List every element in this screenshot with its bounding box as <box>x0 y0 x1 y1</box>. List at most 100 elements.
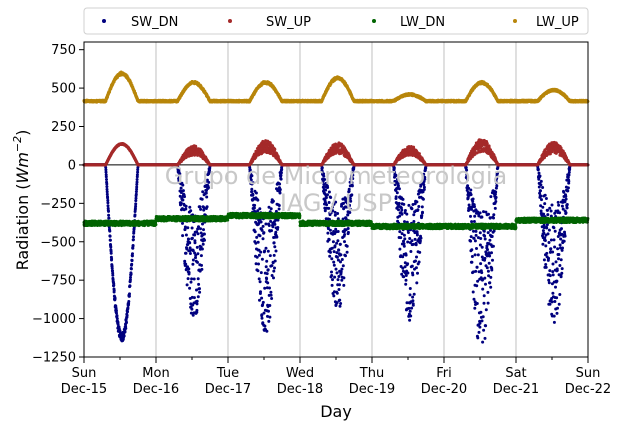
point-SW_DN-1786 <box>339 270 343 274</box>
point-SW_DN-2176 <box>395 191 399 195</box>
point-SW_DN-1269 <box>265 259 269 263</box>
point-SW_DN-221 <box>114 304 118 308</box>
point-SW_DN-2859 <box>494 190 498 194</box>
point-SW_DN-322 <box>128 278 132 282</box>
point-SW_DN-1356 <box>277 204 281 207</box>
point-SW_DN-3203 <box>543 193 547 197</box>
point-SW_DN-1217 <box>257 277 261 281</box>
point-SW_DN-2844 <box>492 216 495 220</box>
point-SW_DN-372 <box>136 170 140 174</box>
point-SW_DN-3234 <box>548 206 552 210</box>
point-SW_DN-3242 <box>549 247 553 251</box>
point-SW_DN-2684 <box>469 214 472 218</box>
point-SW_DN-3170 <box>539 189 542 193</box>
point-SW_DN-1302 <box>270 229 273 233</box>
point-SW_DN-3187 <box>541 242 545 246</box>
point-SW_DN-343 <box>131 238 135 242</box>
point-SW_DN-336 <box>130 254 134 258</box>
point-SW_DN-665 <box>178 172 182 176</box>
point-SW_DN-1249 <box>262 231 266 235</box>
point-SW_DN-2731 <box>475 302 479 305</box>
point-SW_DN-2291 <box>412 220 416 223</box>
point-SW_DN-2256 <box>407 203 411 207</box>
point-SW_DN-714 <box>185 247 189 251</box>
point-SW_DN-1801 <box>341 264 345 268</box>
point-SW_DN-167 <box>106 204 110 208</box>
point-SW_DN-2814 <box>487 261 491 265</box>
point-SW_DN-1737 <box>332 250 336 254</box>
point-SW_DN-3254 <box>551 250 555 254</box>
point-SW_DN-160 <box>105 187 109 191</box>
point-SW_DN-1726 <box>331 278 334 282</box>
point-SW_DN-1712 <box>329 250 332 254</box>
point-SW_DN-3264 <box>552 238 556 242</box>
point-SW_DN-2249 <box>406 271 410 275</box>
point-SW_DN-1361 <box>278 191 282 195</box>
point-SW_DN-3288 <box>556 306 559 310</box>
point-SW_DN-794 <box>196 295 200 299</box>
point-SW_DN-2726 <box>475 247 478 250</box>
point-SW_DN-3285 <box>555 311 559 315</box>
point-SW_DN-1193 <box>254 241 258 245</box>
point-SW_DN-3229 <box>547 241 551 244</box>
point-SW_DN-2225 <box>402 233 406 237</box>
point-SW_DN-2762 <box>480 271 484 275</box>
point-SW_DN-704 <box>183 225 187 229</box>
point-SW_DN-2772 <box>481 315 485 319</box>
point-SW_DN-290 <box>124 326 128 330</box>
point-SW_DN-1750 <box>334 267 338 271</box>
point-SW_DN-3335 <box>562 239 566 243</box>
point-SW_DN-2237 <box>404 253 408 257</box>
point-SW_DN-3278 <box>554 260 558 264</box>
point-SW_DN-2193 <box>398 230 402 234</box>
point-SW_DN-1346 <box>276 226 280 229</box>
point-SW_DN-1173 <box>251 192 255 196</box>
point-SW_DN-1312 <box>271 225 275 229</box>
point-SW_DN-337 <box>131 252 134 256</box>
point-SW_DN-3176 <box>539 179 543 183</box>
point-SW_DN-2248 <box>406 240 410 244</box>
point-SW_DN-2685 <box>469 239 473 243</box>
point-SW_DN-323 <box>129 275 132 279</box>
point-SW_DN-1164 <box>250 190 254 194</box>
point-SW_DN-2265 <box>408 309 412 313</box>
point-SW_DN-739 <box>188 252 192 255</box>
point-SW_DN-803 <box>198 290 202 294</box>
point-SW_DN-2226 <box>403 220 406 224</box>
point-SW_DN-675 <box>179 201 183 205</box>
point-SW_DN-1155 <box>248 168 252 172</box>
point-SW_DN-231 <box>115 317 119 321</box>
point-SW_DN-2708 <box>472 297 476 301</box>
point-SW_DN-1827 <box>345 250 349 254</box>
point-SW_DN-2234 <box>404 282 408 286</box>
point-SW_DN-2826 <box>489 195 493 199</box>
point-SW_DN-2837 <box>491 258 494 262</box>
point-SW_DN-833 <box>202 206 206 210</box>
point-SW_DN-1288 <box>268 286 271 290</box>
point-SW_DN-1230 <box>259 220 263 224</box>
point-SW_DN-2257 <box>407 306 411 310</box>
point-SW_DN-1757 <box>335 271 339 275</box>
point-SW_DN-767 <box>192 296 196 300</box>
point-SW_DN-2697 <box>470 255 474 258</box>
point-SW_DN-734 <box>188 241 192 245</box>
point-SW_DN-2782 <box>483 234 487 238</box>
point-SW_DN-1290 <box>268 304 272 307</box>
point-SW_DN-2269 <box>409 314 413 318</box>
point-SW_DN-339 <box>131 246 135 250</box>
point-SW_DN-2319 <box>416 208 420 212</box>
point-SW_DN-2779 <box>482 294 486 298</box>
point-SW_DN-2236 <box>404 278 408 282</box>
point-SW_DN-709 <box>184 204 188 208</box>
point-SW_DN-2789 <box>484 324 488 328</box>
point-SW_DN-2307 <box>414 243 418 247</box>
point-SW_DN-2856 <box>493 206 497 210</box>
point-SW_DN-1780 <box>338 242 342 246</box>
point-SW_DN-2220 <box>402 275 406 279</box>
point-SW_DN-305 <box>126 306 130 310</box>
point-SW_DN-354 <box>133 213 137 217</box>
point-SW_DN-2689 <box>469 235 473 239</box>
point-SW_DN-3197 <box>542 258 546 262</box>
point-SW_DN-2288 <box>412 242 415 246</box>
